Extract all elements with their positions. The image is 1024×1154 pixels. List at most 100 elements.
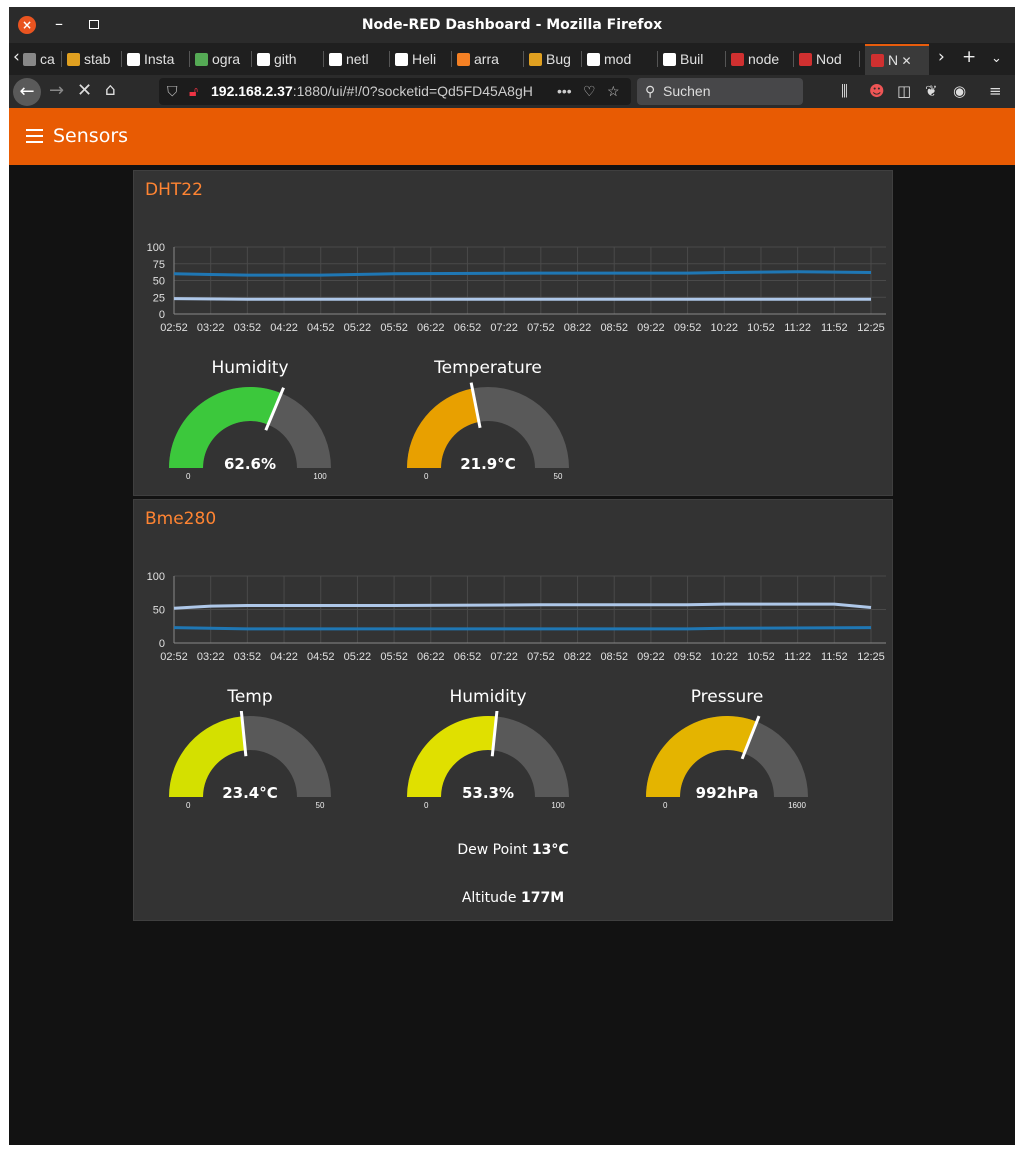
back-icon[interactable]: ← xyxy=(13,78,41,106)
x-tick-label: 10:22 xyxy=(710,651,738,663)
dew-point-text: Dew Point 13°C xyxy=(134,842,892,858)
stackoverflow-icon xyxy=(457,53,470,66)
group-bme280: Bme280 0 50 100 02:52 03:22 03:52 04:22 04:52 05… xyxy=(133,499,893,921)
x-tick-label: 10:22 xyxy=(710,322,738,334)
x-tick-label: 08:22 xyxy=(564,322,592,334)
tab[interactable]: Heli xyxy=(395,46,447,72)
gauge-fill xyxy=(407,388,479,468)
forward-icon[interactable]: → xyxy=(49,80,65,101)
tab-separator xyxy=(121,51,122,67)
insecure-lock-icon[interactable]: 🔓︎ xyxy=(189,83,199,99)
shield-icon[interactable]: ⛉ xyxy=(167,83,178,99)
dew-point-value: 13°C xyxy=(531,842,569,858)
tab-list-icon[interactable]: ⌄ xyxy=(991,51,1002,66)
x-tick-label: 06:52 xyxy=(454,322,482,334)
gauge-max-label: 50 xyxy=(315,801,325,810)
y-tick-label: 25 xyxy=(153,292,165,304)
tab[interactable]: netl xyxy=(329,46,385,72)
gauge-title: Humidity xyxy=(449,687,527,707)
x-tick-label: 07:52 xyxy=(527,322,555,334)
x-tick-label: 05:22 xyxy=(344,322,372,334)
home-icon[interactable]: ⌂ xyxy=(105,80,116,100)
navigation-bar: ← → ✕ ⌂ ⛉ 🔓︎ 192.168.2.37:1880/ui/#!/0?s… xyxy=(9,75,1015,108)
x-tick-label: 06:22 xyxy=(417,322,445,334)
url-bar[interactable]: ⛉ 🔓︎ 192.168.2.37:1880/ui/#!/0?socketid=… xyxy=(159,78,631,105)
group-title: DHT22 xyxy=(145,180,203,200)
nodered-icon xyxy=(799,53,812,66)
altitude-text: Altitude 177M xyxy=(134,890,892,906)
series-line-0 xyxy=(173,270,872,277)
x-tick-label: 07:22 xyxy=(490,322,518,334)
tab[interactable]: stab xyxy=(67,46,117,72)
url-host: 192.168.2.37 xyxy=(211,83,293,99)
tab[interactable]: Buil xyxy=(663,46,721,72)
gauge-needle xyxy=(740,715,761,760)
tab-label: N xyxy=(888,52,899,68)
search-placeholder: Suchen xyxy=(663,83,711,99)
gauge-min-label: 0 xyxy=(186,472,191,481)
tab-label: Nod xyxy=(816,51,842,67)
x-tick-label: 04:52 xyxy=(307,651,335,663)
x-tick-label: 03:52 xyxy=(234,322,262,334)
tab[interactable]: arra xyxy=(457,46,519,72)
tab-bar: ‹ ca stab Insta ogra gith netl Heli arra Bug mod B… xyxy=(9,43,1015,76)
tab[interactable]: Nod xyxy=(799,46,855,72)
x-tick-label: 03:52 xyxy=(234,651,262,663)
gauge-dial xyxy=(407,382,569,468)
tab[interactable]: Insta xyxy=(127,46,185,72)
search-input[interactable]: ⚲ Suchen xyxy=(637,78,803,105)
tab[interactable]: ogra xyxy=(195,46,247,72)
tab-label: Buil xyxy=(680,51,704,67)
account-icon[interactable]: ◉ xyxy=(953,82,967,100)
tab-label: ogra xyxy=(212,51,241,67)
x-tick-label: 09:22 xyxy=(637,322,665,334)
dew-point-label: Dew Point xyxy=(457,842,528,858)
pocket-icon[interactable]: ♡ xyxy=(583,83,596,99)
x-tick-label: 11:52 xyxy=(821,651,848,663)
hamburger-menu-icon[interactable] xyxy=(26,129,43,143)
gauge-humidity: Humidity 53.3% 0 100 xyxy=(393,687,583,817)
close-window-icon[interactable]: × xyxy=(18,16,36,34)
tab-separator xyxy=(389,51,390,67)
nodered-icon xyxy=(731,53,744,66)
tab[interactable]: N ✕ xyxy=(865,44,929,76)
gauge-needle xyxy=(490,711,499,757)
gauge-dial xyxy=(169,387,331,468)
minimize-icon[interactable]: – xyxy=(55,14,63,33)
tab[interactable]: Bug xyxy=(529,46,577,72)
tab-separator xyxy=(523,51,524,67)
gauge-needle xyxy=(239,711,248,757)
x-tick-label: 09:22 xyxy=(637,651,665,663)
ionic-icon xyxy=(67,53,80,66)
x-tick-label: 12:25 xyxy=(857,322,885,334)
new-tab-icon[interactable]: + xyxy=(962,47,977,67)
x-tick-label: 04:52 xyxy=(307,322,335,334)
gauge-humidity: Humidity 62.6% 0 100 xyxy=(155,358,345,488)
gauge-needle xyxy=(264,387,285,431)
bme280-line-chart: 0 50 100 02:52 03:22 03:52 04:22 04:52 05:22 05:5… xyxy=(147,571,886,663)
gauge-needle xyxy=(469,382,482,429)
tab[interactable]: node xyxy=(731,46,789,72)
library-icon[interactable]: ⫼ xyxy=(841,82,848,100)
tabs-scroll-right-icon[interactable]: › xyxy=(938,47,945,67)
ionic-icon xyxy=(529,53,542,66)
tab[interactable]: ca xyxy=(23,46,57,72)
stop-icon[interactable]: ✕ xyxy=(77,80,93,101)
window-title: Node-RED Dashboard - Mozilla Firefox xyxy=(361,17,663,33)
gauge-min-label: 0 xyxy=(186,801,191,810)
x-tick-label: 05:22 xyxy=(344,651,372,663)
extension-icon[interactable]: ❦ xyxy=(925,82,938,100)
bookmark-star-icon[interactable]: ☆ xyxy=(607,83,620,99)
maximize-icon[interactable] xyxy=(89,20,99,29)
tab-separator xyxy=(793,51,794,67)
tab[interactable]: mod xyxy=(587,46,653,72)
gauge-max-label: 1600 xyxy=(788,801,806,810)
page-actions-icon[interactable]: ••• xyxy=(557,83,572,99)
tab[interactable]: gith xyxy=(257,46,319,72)
sidebar-icon[interactable]: ◫ xyxy=(897,82,912,100)
extension-icon[interactable]: ☻ xyxy=(869,82,885,100)
menu-icon[interactable]: ≡ xyxy=(989,82,1002,100)
x-tick-label: 11:52 xyxy=(821,322,848,334)
close-tab-icon[interactable]: ✕ xyxy=(898,54,912,68)
tabs-scroll-left-icon[interactable]: ‹ xyxy=(13,47,20,67)
